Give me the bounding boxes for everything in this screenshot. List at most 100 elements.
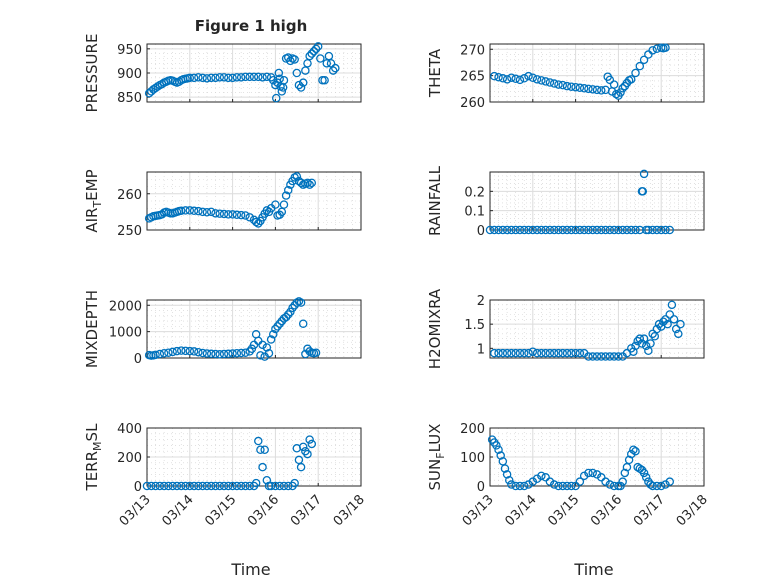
data-point [494, 225, 503, 235]
data-point [185, 206, 195, 215]
y-tick-label: 250 [117, 224, 142, 239]
data-point [211, 349, 220, 359]
y-tick-label: 1 [477, 342, 485, 357]
data-point [545, 78, 555, 87]
data-point [665, 310, 675, 319]
data-point [609, 481, 619, 491]
data-point [646, 339, 655, 348]
y-tick-label: 900 [117, 67, 142, 82]
data-point [558, 481, 568, 491]
data-point [251, 217, 261, 227]
data-point [292, 172, 302, 181]
data-point [638, 187, 648, 196]
axes-border [489, 171, 705, 231]
data-point [307, 49, 317, 58]
data-point [674, 329, 683, 339]
data-point [528, 477, 538, 486]
data-point [202, 481, 212, 491]
data-point [232, 210, 242, 220]
data-point [592, 470, 602, 479]
data-point [537, 348, 546, 358]
axes-border [146, 299, 362, 359]
y-tick-label: 0 [477, 224, 485, 239]
data-point [579, 84, 589, 93]
y-tick-label: 2000 [109, 299, 142, 314]
data-point [648, 46, 657, 55]
data-point [254, 219, 263, 228]
data-point [228, 481, 237, 491]
data-point [588, 85, 597, 94]
data-point [500, 464, 510, 473]
data-point [661, 480, 670, 489]
data-point [305, 51, 314, 61]
data-point [656, 481, 666, 491]
data-point [554, 80, 563, 89]
data-point [661, 315, 670, 324]
data-point [554, 225, 563, 235]
data-point [626, 75, 636, 84]
x-tick-label: 03/18 [331, 492, 368, 529]
data-point [558, 348, 568, 358]
y-tick-label: 1000 [109, 326, 142, 341]
data-point [511, 348, 520, 358]
y-tick-label: 0 [134, 480, 142, 495]
data-point [275, 481, 284, 491]
y-axis-label: AIRTEMP [83, 169, 104, 232]
data-point [519, 348, 529, 358]
data-point [198, 73, 207, 83]
data-point [631, 225, 640, 235]
data-point [614, 352, 623, 361]
data-point [609, 225, 619, 235]
data-point [554, 481, 563, 491]
subplot-mixdepth: 0 1000 2000 MIXDEPTH [83, 290, 362, 368]
data-point [189, 481, 199, 491]
subplot-theta: 260 265 270 THETA [426, 43, 705, 111]
data-point [494, 72, 503, 82]
axes-border [489, 43, 705, 103]
data-point [256, 445, 265, 454]
data-point [262, 72, 272, 82]
data-point [155, 349, 165, 359]
data-point [545, 348, 555, 358]
data-point [562, 81, 572, 91]
x-axis-label-left: Time [230, 560, 270, 579]
data-point [605, 352, 615, 361]
data-point [541, 348, 550, 358]
data-point [588, 225, 597, 235]
data-point [507, 73, 516, 82]
data-point [528, 347, 538, 356]
data-point [532, 474, 542, 483]
data-point [157, 79, 167, 89]
data-point [639, 468, 649, 478]
y-tick-label: 265 [460, 70, 485, 85]
data-point [254, 72, 263, 82]
data-point [496, 451, 505, 460]
y-tick-label: 270 [460, 43, 485, 58]
data-point [612, 89, 621, 99]
data-point [159, 349, 169, 358]
data-point [279, 481, 289, 491]
data-point [618, 84, 627, 93]
data-point [219, 349, 229, 359]
data-point [631, 68, 640, 78]
data-point [567, 225, 576, 235]
data-point [149, 85, 158, 94]
data-point [172, 481, 182, 491]
data-point [271, 80, 280, 90]
data-point [667, 300, 677, 310]
data-point [605, 225, 615, 235]
axes-border [146, 171, 362, 231]
axes-frame [146, 171, 362, 231]
data-point [202, 74, 212, 83]
data-point [206, 349, 216, 359]
data-point [528, 73, 538, 82]
data-point [511, 74, 520, 84]
data-point [575, 83, 585, 93]
data-point [272, 93, 281, 103]
data-point [303, 449, 312, 459]
data-point [494, 348, 503, 358]
data-point [194, 347, 203, 357]
data-point [224, 481, 233, 491]
subplot-air_temp: 250 260 AIRTEMP [83, 169, 362, 239]
